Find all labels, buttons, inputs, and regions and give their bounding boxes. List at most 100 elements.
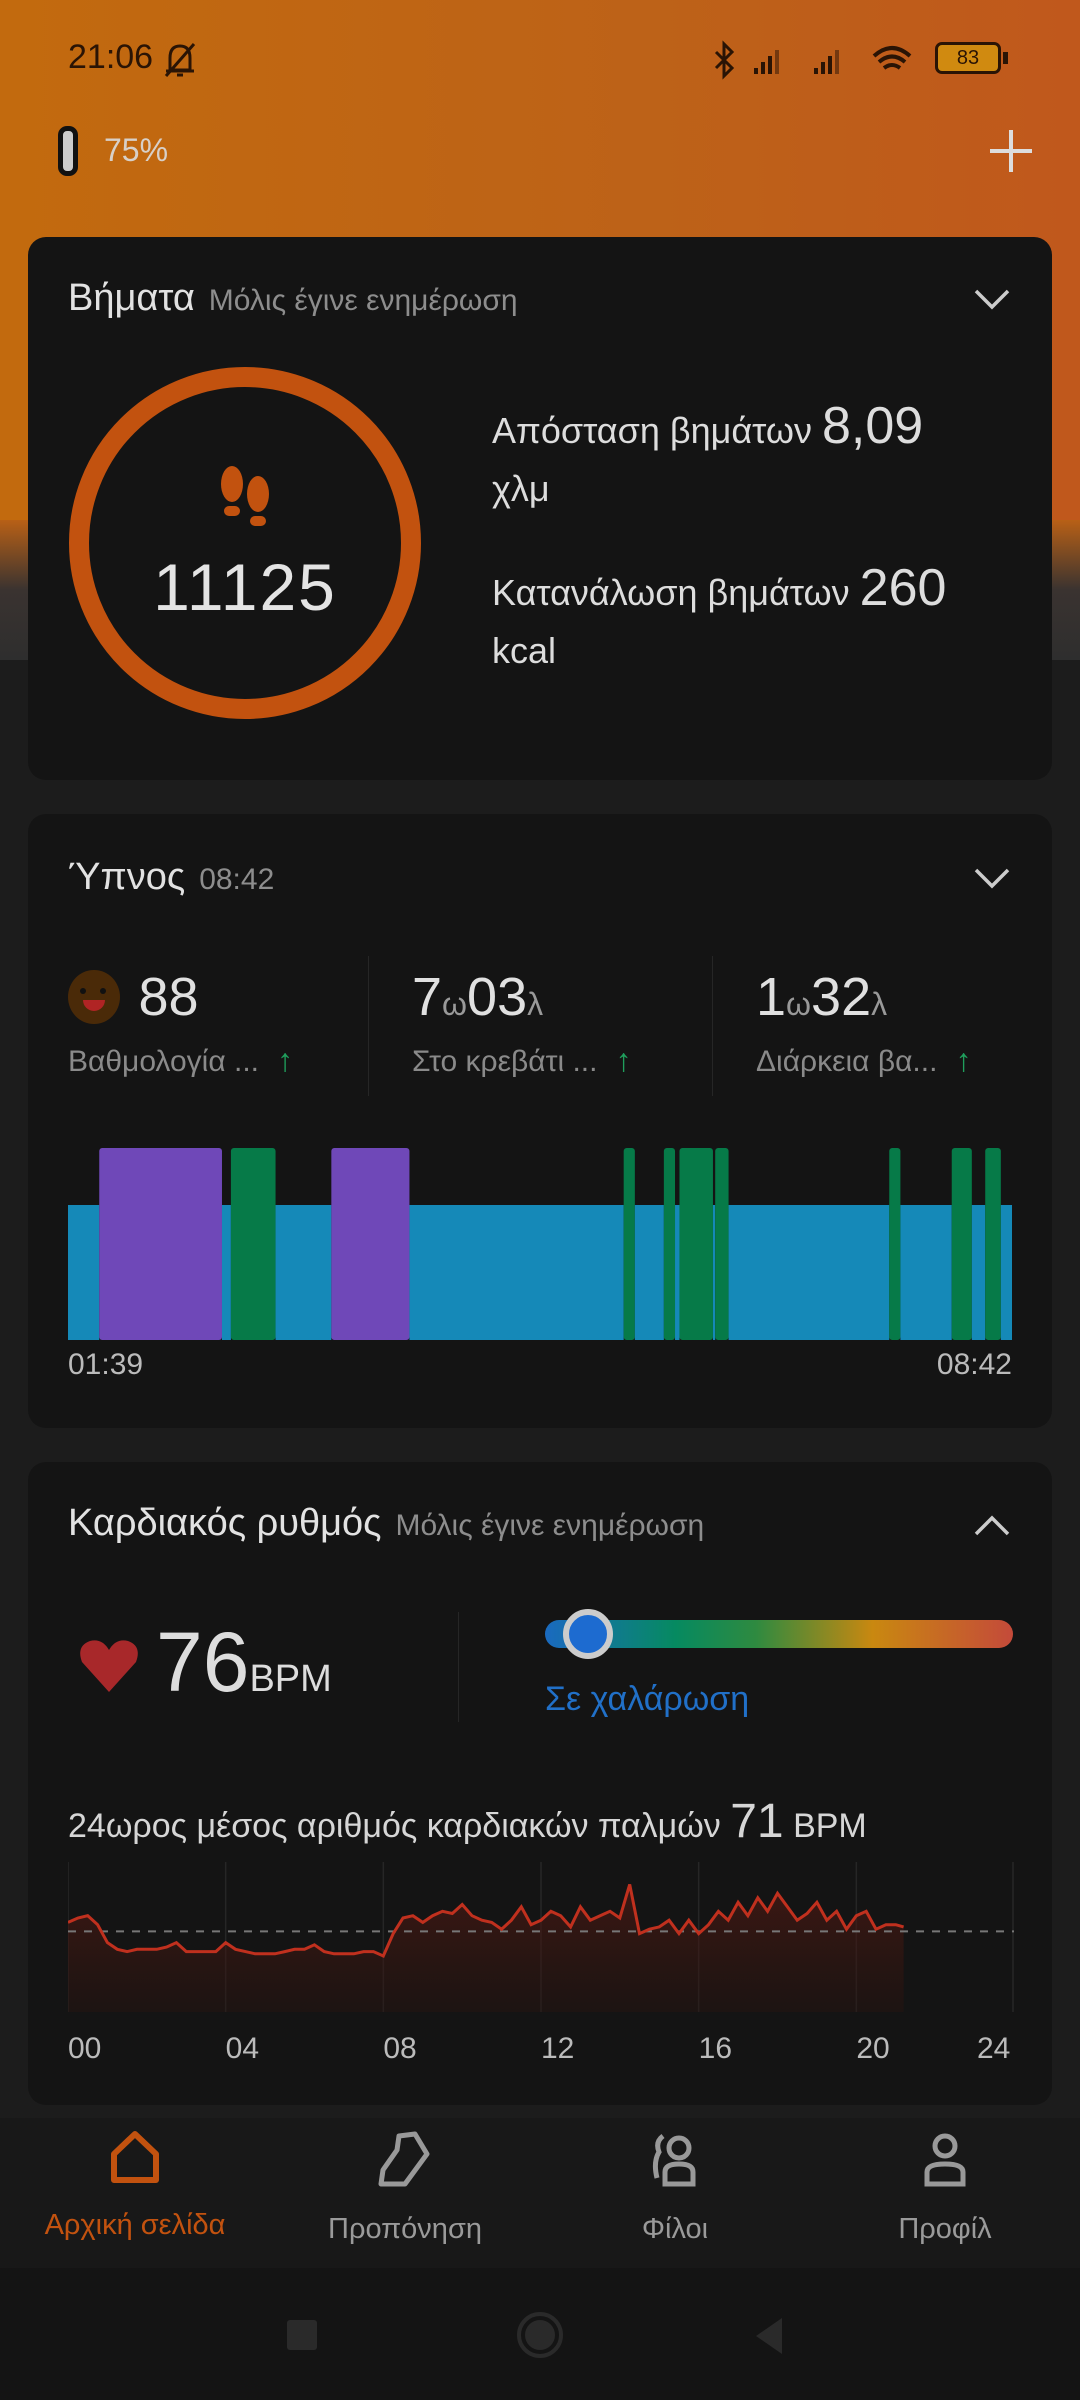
bell-off-icon bbox=[164, 43, 196, 77]
sleep-stat-score[interactable]: 88 Βαθμολογία ... ↑ bbox=[68, 966, 293, 1079]
steps-distance: Απόσταση βημάτων 8,09 χλμ bbox=[492, 397, 1032, 518]
chevron-down-icon[interactable] bbox=[972, 864, 1012, 894]
heart-rate-chart[interactable] bbox=[68, 1862, 1014, 2022]
sleep-segment-light bbox=[900, 1205, 952, 1340]
battery-tip bbox=[1003, 52, 1008, 64]
in-bed-minutes: 03 bbox=[467, 967, 528, 1027]
sleep-segment-deep bbox=[331, 1148, 410, 1340]
distance-label: Απόσταση βημάτων bbox=[492, 410, 812, 451]
distance-unit: χλμ bbox=[492, 468, 550, 509]
heart-rate-card[interactable]: Καρδιακός ρυθμός Μόλις έγινε ενημέρωση 76… bbox=[28, 1462, 1052, 2105]
chevron-up-icon[interactable] bbox=[972, 1512, 1012, 1542]
avg-label: 24ωρος μέσος αριθμός καρδιακών παλμών bbox=[68, 1807, 721, 1845]
calories-unit: kcal bbox=[492, 630, 557, 671]
band-icon bbox=[58, 126, 78, 176]
in-bed-hours: 7 bbox=[412, 967, 443, 1027]
chevron-down-icon[interactable] bbox=[972, 285, 1012, 315]
distance-value: 8,09 bbox=[821, 397, 924, 455]
bluetooth-icon bbox=[714, 40, 735, 80]
sleep-stat-deep[interactable]: 1ω32λ Διάρκεια βα... ↑ bbox=[756, 966, 971, 1079]
sleep-segment-light bbox=[634, 1205, 664, 1340]
nav-home[interactable]: Αρχική σελίδα bbox=[0, 2130, 270, 2242]
home-circle-icon[interactable] bbox=[517, 2312, 563, 2358]
steps-ring bbox=[69, 367, 421, 719]
sleep-segment-light bbox=[68, 1205, 100, 1340]
divider bbox=[458, 1612, 459, 1722]
sleep-segment-light bbox=[675, 1205, 680, 1340]
sleep-segment-rem bbox=[951, 1148, 972, 1340]
x-tick-label: 04 bbox=[225, 2032, 260, 2065]
sleep-segment-rem bbox=[715, 1148, 729, 1340]
calories-value: 260 bbox=[859, 559, 947, 617]
x-tick-label: 00 bbox=[68, 2032, 102, 2065]
deep-hours: 1 bbox=[756, 967, 787, 1027]
status-icons bbox=[714, 40, 912, 80]
calories-label: Κατανάλωση βημάτων bbox=[492, 572, 850, 613]
sleep-segment-rem bbox=[889, 1148, 901, 1340]
home-icon bbox=[111, 2131, 159, 2183]
status-time: 21:06 bbox=[68, 38, 154, 76]
sleep-segment-light bbox=[971, 1205, 986, 1340]
heart-value: 76 bbox=[156, 1615, 250, 1709]
arrow-up-icon: ↑ bbox=[615, 1042, 632, 1078]
sleep-segment-rem bbox=[663, 1148, 676, 1340]
sleep-segment-light bbox=[221, 1205, 231, 1340]
recents-icon[interactable] bbox=[287, 2320, 317, 2350]
nav-workout-label: Προπόνηση bbox=[328, 2213, 482, 2245]
heart-current: 76BPM bbox=[156, 1614, 332, 1711]
heart-title: Καρδιακός ρυθμός bbox=[68, 1502, 382, 1544]
heart-icon bbox=[80, 1640, 138, 1692]
heart-zone-knob bbox=[562, 1609, 613, 1659]
sleep-stat-in-bed[interactable]: 7ω03λ Στο κρεβάτι ... ↑ bbox=[412, 966, 631, 1079]
x-tick-label: 24 bbox=[977, 2032, 1011, 2065]
nav-workout[interactable]: Προπόνηση bbox=[270, 2130, 540, 2246]
sleep-segment-light bbox=[712, 1205, 716, 1340]
arrow-up-icon: ↑ bbox=[277, 1042, 294, 1078]
steps-count: 11125 bbox=[153, 550, 337, 624]
sleep-subtitle: 08:42 bbox=[199, 863, 275, 896]
sleep-end-time: 08:42 bbox=[936, 1348, 1012, 1381]
nav-friends-label: Φίλοι bbox=[641, 2213, 709, 2245]
heart-rate-line bbox=[68, 1883, 905, 1958]
deep-label: Διάρκεια βα... bbox=[756, 1045, 938, 1078]
divider bbox=[368, 956, 369, 1096]
heart-zone-slider bbox=[545, 1620, 1013, 1648]
nav-friends[interactable]: Φίλοι bbox=[540, 2130, 810, 2246]
hours-unit: ω bbox=[786, 986, 812, 1022]
nav-profile[interactable]: Προφίλ bbox=[810, 2130, 1080, 2246]
steps-title: Βήματα bbox=[68, 277, 195, 319]
band-battery[interactable]: 75% bbox=[104, 132, 169, 168]
sleep-segment-light bbox=[275, 1205, 332, 1340]
sleep-segment-rem bbox=[230, 1148, 276, 1340]
battery-icon: 83 bbox=[935, 42, 1001, 74]
plus-icon[interactable] bbox=[988, 128, 1034, 174]
wifi-icon bbox=[872, 46, 912, 70]
signal-icon bbox=[814, 50, 839, 74]
minutes-unit: λ bbox=[527, 986, 544, 1022]
x-tick-label: 20 bbox=[856, 2032, 890, 2065]
sleep-segment-rem bbox=[623, 1148, 635, 1340]
heart-unit: BPM bbox=[249, 1658, 332, 1700]
steps-calories: Κατανάλωση βημάτων 260 kcal bbox=[492, 559, 1032, 680]
hours-unit: ω bbox=[442, 986, 468, 1022]
sleep-segment-rem bbox=[985, 1148, 1001, 1340]
deep-minutes: 32 bbox=[811, 967, 872, 1027]
shoe-icon bbox=[378, 2131, 430, 2187]
minutes-unit: λ bbox=[871, 986, 888, 1022]
arrow-up-icon: ↑ bbox=[955, 1042, 972, 1078]
sleep-card[interactable]: Ύπνος 08:42 88 Βαθμολογία ... ↑ 7ω03λ Στο … bbox=[28, 814, 1052, 1428]
score-label: Βαθμολογία ... bbox=[68, 1045, 260, 1078]
sleep-segment-rem bbox=[679, 1148, 713, 1340]
profile-icon bbox=[924, 2133, 966, 2187]
sleep-start-time: 01:39 bbox=[68, 1348, 144, 1381]
steps-card[interactable]: Βήματα Μόλις έγινε ενημέρωση 11125 Απόστα… bbox=[28, 237, 1052, 780]
x-tick-label: 12 bbox=[541, 2032, 575, 2065]
x-tick-label: 08 bbox=[383, 2032, 417, 2065]
sleep-segment-light bbox=[728, 1205, 890, 1340]
back-icon[interactable] bbox=[752, 2316, 784, 2356]
sleep-stage-chart[interactable] bbox=[68, 1148, 1012, 1340]
battery-level: 83 bbox=[956, 47, 980, 69]
heart-average: 24ωρος μέσος αριθμός καρδιακών παλμών 71… bbox=[68, 1794, 867, 1849]
heart-subtitle: Μόλις έγινε ενημέρωση bbox=[395, 1509, 705, 1542]
divider bbox=[712, 956, 713, 1096]
